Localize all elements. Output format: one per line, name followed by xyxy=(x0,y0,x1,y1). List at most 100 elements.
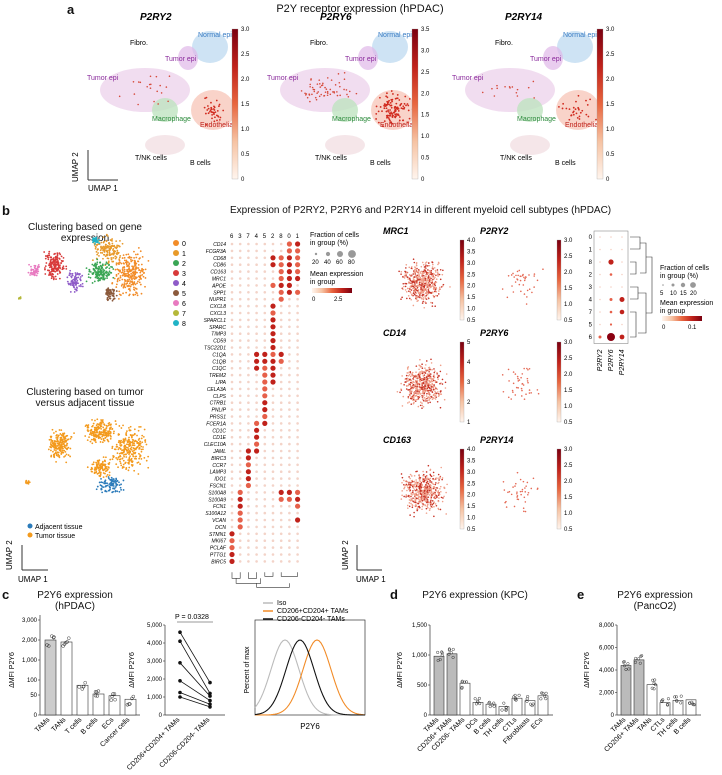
dotplot-dot xyxy=(271,270,275,273)
cluster-dot xyxy=(106,277,108,280)
label-normal-epi: Normal epi xyxy=(563,32,597,39)
dotplot-dot xyxy=(262,372,268,378)
expr-dot xyxy=(533,97,535,99)
cluster-dot xyxy=(70,276,73,279)
tissue-dot xyxy=(54,447,57,450)
cluster-dot xyxy=(79,284,82,286)
svg-text:1.0: 1.0 xyxy=(467,516,476,522)
cluster-dot xyxy=(125,283,128,285)
tissue-dot xyxy=(105,435,108,438)
dotplot-dot xyxy=(262,365,268,371)
expr-dot xyxy=(568,108,571,110)
dotplot-dot xyxy=(296,560,299,563)
expr-dot xyxy=(337,73,340,75)
tissue-dot xyxy=(119,486,122,489)
tissue-dot xyxy=(92,461,95,464)
expr-dot xyxy=(395,102,398,105)
small-dot xyxy=(619,297,625,302)
dotplot-dot xyxy=(238,263,242,266)
tissue-dot xyxy=(120,483,122,486)
expr-dot xyxy=(313,90,316,93)
dotplot-dot xyxy=(247,318,250,322)
cluster-dot xyxy=(105,267,107,269)
label-fibro: Fibro. xyxy=(310,40,328,47)
expr-dot xyxy=(345,89,348,91)
cluster-dot xyxy=(135,256,138,259)
dotplot-dot xyxy=(286,269,292,275)
expr-dot xyxy=(379,96,381,99)
tissue-dot xyxy=(51,440,54,443)
cluster-dot xyxy=(68,274,71,277)
tissue-dot xyxy=(127,462,130,464)
tissue-dot xyxy=(112,487,115,490)
dotplot-dot xyxy=(230,435,234,439)
dotplot-dot xyxy=(230,449,234,453)
cluster-dot xyxy=(62,265,65,268)
dotplot-dot xyxy=(279,339,283,342)
tissue-dot xyxy=(138,452,140,455)
colorbar-tick: 0.5 xyxy=(241,152,250,158)
colorbar-tick: 1.5 xyxy=(421,113,430,119)
tissue-dot xyxy=(145,459,148,462)
dotplot-dot xyxy=(238,256,242,260)
dotplot-dot xyxy=(263,504,267,508)
cluster-dot xyxy=(33,266,36,269)
colorbar-tick: 1.5 xyxy=(241,102,250,108)
tissue-dot xyxy=(53,455,55,457)
dotplot-dot xyxy=(263,525,267,529)
dotplot-col-label: 7 xyxy=(246,234,250,240)
expr-dot xyxy=(319,83,321,85)
tissue-dot xyxy=(66,442,69,445)
dotplot-gene-label: FSCN1 xyxy=(210,484,227,490)
cluster-dot xyxy=(34,265,37,268)
dotplot-dot xyxy=(238,442,242,446)
svg-text:UMAP 2: UMAP 2 xyxy=(341,540,350,570)
svg-text:4.0: 4.0 xyxy=(467,238,476,244)
expr-dot xyxy=(572,106,575,109)
dotplot-dot xyxy=(279,387,283,391)
cluster-dot xyxy=(96,244,98,247)
cluster-dot xyxy=(108,249,111,252)
tissue-dot xyxy=(60,451,63,454)
tissue-dot xyxy=(103,459,106,462)
bar xyxy=(459,682,471,716)
dotplot-dot xyxy=(288,504,291,508)
expr-dot xyxy=(311,86,314,89)
cluster-dot xyxy=(134,293,137,296)
dotplot-dot xyxy=(255,470,258,474)
dotplot-dot xyxy=(238,366,242,370)
dotplot-dot xyxy=(296,353,299,356)
tissue-dot xyxy=(122,463,125,466)
tissue-dot xyxy=(57,447,60,449)
dotplot-dot xyxy=(230,491,234,494)
dotplot-dot xyxy=(262,420,268,426)
tissue-dot xyxy=(107,424,110,427)
svg-text:P2RY6: P2RY6 xyxy=(608,349,615,371)
axis-umap2: UMAP 2 xyxy=(71,152,80,182)
dotplot-dot xyxy=(247,560,250,563)
tissue-dot xyxy=(59,448,62,451)
panel-d-label: d xyxy=(390,587,398,602)
dotplot-dot xyxy=(255,484,258,487)
tissue-dot xyxy=(134,451,137,454)
tissue-dot xyxy=(103,439,106,442)
expr-dot xyxy=(389,101,392,104)
dotplot-dot xyxy=(245,448,251,454)
tissue-dot xyxy=(143,456,146,459)
dotplot-dot xyxy=(288,394,291,398)
dotplot-gene-label: CCR7 xyxy=(212,463,226,469)
tissue-dot xyxy=(98,474,101,477)
tissue-dot xyxy=(116,490,119,493)
tissue-dot xyxy=(123,455,125,458)
expr-dot xyxy=(383,120,386,123)
cluster-dot xyxy=(124,280,127,283)
dotplot-dot xyxy=(271,525,275,529)
cluster-dot xyxy=(91,263,94,266)
p-value: P = 0.0328 xyxy=(175,614,209,621)
dotplot-dot xyxy=(247,263,250,266)
expr-dot xyxy=(390,90,393,92)
cluster-dot xyxy=(79,279,82,282)
svg-text:0.1: 0.1 xyxy=(688,325,697,331)
